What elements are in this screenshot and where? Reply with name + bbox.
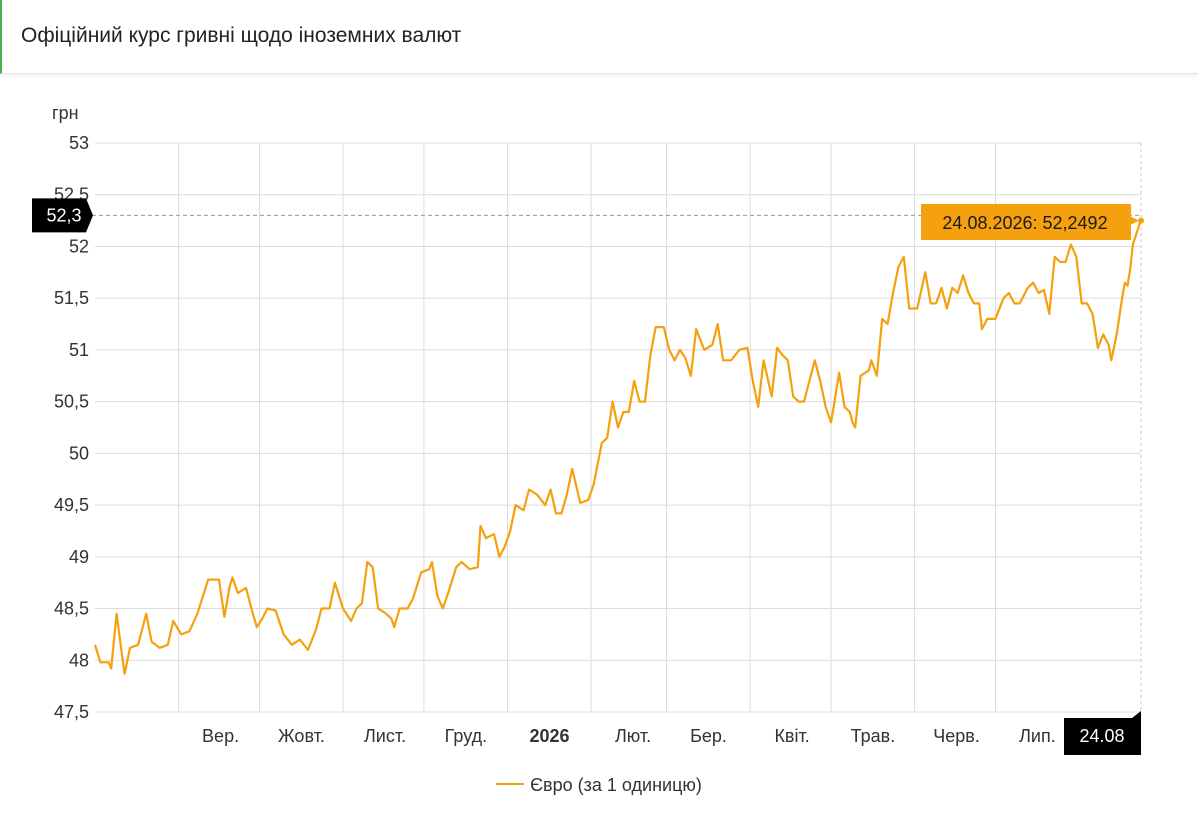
y-tick-label: 50,5 [54,392,89,412]
y-tick-label: 51,5 [54,288,89,308]
tooltip-text: 24.08.2026: 52,2492 [942,213,1107,233]
x-tick-label: Груд. [445,726,487,746]
x-tick-label: Бер. [690,726,727,746]
y-tick-label: 50 [69,443,89,463]
legend-label: Євро (за 1 одиницю) [530,775,702,795]
x-tick-label: Лист. [364,726,406,746]
x-tick-label: Лют. [615,726,651,746]
tooltip-box [921,204,1139,240]
crosshair-x-label: 24.08 [1079,726,1124,746]
y-axis-unit-label: грн [52,103,79,123]
legend-swatch [496,783,525,786]
x-tick-label: 2026 [529,726,569,746]
y-tick-label: 52 [69,236,89,256]
crosshair-x-badge [1064,711,1141,755]
x-tick-label: Черв. [933,726,980,746]
y-tick-label: 48 [69,650,89,670]
chart-header: Офіційний курс гривні щодо іноземних вал… [0,0,1198,74]
y-tick-label: 49 [69,547,89,567]
crosshair-y-label: 52,3 [46,205,81,225]
page-title: Офіційний курс гривні щодо іноземних вал… [21,24,462,47]
x-tick-label: Вер. [202,726,239,746]
x-tick-label: Квіт. [774,726,809,746]
y-tick-label: 53 [69,133,89,153]
y-tick-label: 47,5 [54,702,89,722]
legend[interactable]: Євро (за 1 одиницю) [0,775,1198,796]
x-tick-label: Лип. [1019,726,1056,746]
crosshair-y-badge [32,198,93,233]
x-tick-label: Жовт. [278,726,325,746]
series-line-euro [93,220,1143,675]
y-tick-label: 49,5 [54,495,89,515]
y-tick-label: 51 [69,340,89,360]
last-point-marker [1138,217,1144,224]
y-tick-label: 48,5 [54,599,89,619]
x-tick-label: Трав. [851,726,896,746]
